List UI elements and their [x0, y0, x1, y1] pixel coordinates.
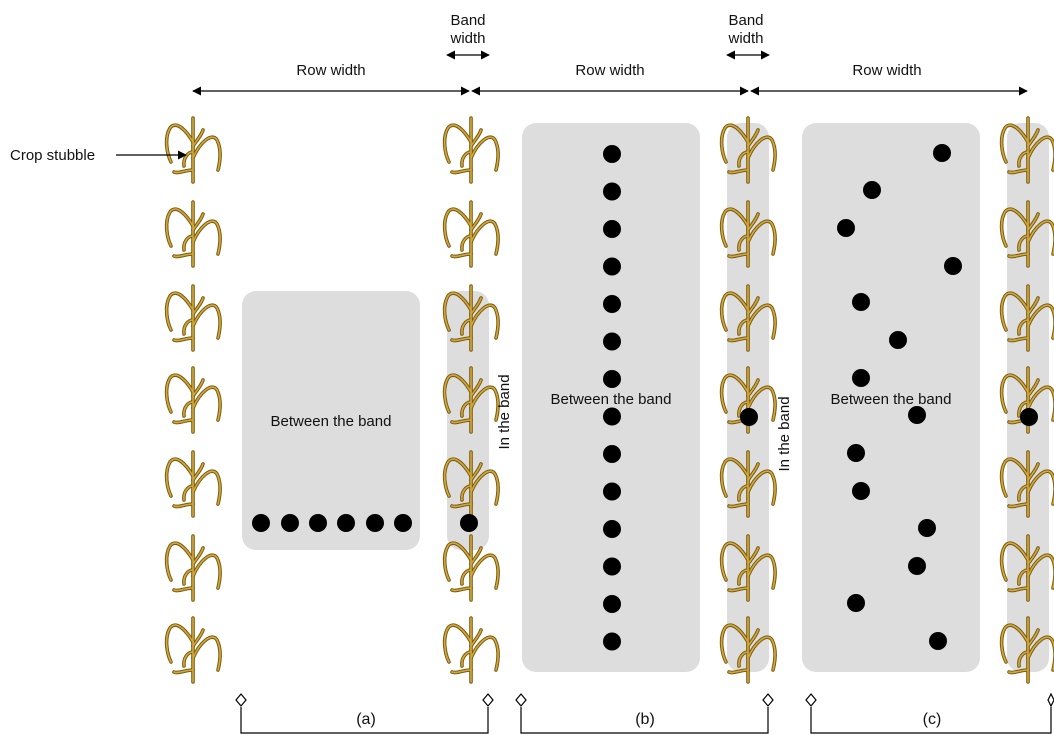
sample-point-b	[603, 295, 621, 313]
sample-point-b	[603, 182, 621, 201]
sample-point-a-band	[460, 514, 478, 532]
bracket-b	[520, 707, 769, 734]
dimension-arrows	[192, 50, 1028, 96]
sample-point-c	[852, 293, 870, 311]
sample-point-c	[889, 331, 907, 349]
bracket-diamond-c2	[1047, 692, 1054, 708]
sample-point-c	[847, 444, 865, 462]
sample-point-b	[603, 520, 621, 538]
bracket-c	[810, 707, 1052, 734]
row-width-label-a: Row width	[296, 62, 365, 79]
in-band-label-a: In the band	[496, 374, 513, 449]
sample-point-c	[837, 219, 855, 237]
sample-point-c	[929, 632, 947, 650]
panel-brackets	[235, 692, 1054, 734]
sample-point-b	[603, 332, 621, 351]
sample-point-a	[337, 514, 355, 532]
crop-stubble-plant-icon	[442, 116, 500, 184]
crop-stubble-plant-icon	[164, 284, 222, 352]
sample-point-c	[863, 181, 881, 199]
sample-point-b	[603, 557, 621, 576]
sample-point-b	[603, 632, 621, 651]
sample-point-c-band	[1020, 408, 1038, 426]
between-band-label-c: Between the band	[831, 391, 952, 408]
sample-point-a	[394, 514, 412, 532]
sample-point-b	[603, 145, 621, 163]
crop-stubble-plant-icon	[164, 616, 222, 684]
crop-stubble-plant-icon	[164, 116, 222, 184]
bracket-diamond-a1	[235, 693, 247, 707]
sample-point-a	[366, 514, 384, 532]
sample-point-c	[847, 594, 865, 612]
panel-label-b: (b)	[635, 711, 655, 728]
crop-stubble-plant-icon	[442, 616, 500, 684]
sample-point-c	[908, 557, 926, 575]
in-band-label-b: In the band	[776, 396, 793, 471]
sample-point-c	[944, 257, 962, 275]
sample-point-c	[918, 519, 936, 537]
sample-point-a	[309, 514, 327, 532]
row-width-label-b: Row width	[575, 62, 644, 79]
bracket-diamond-a2	[482, 693, 494, 707]
sample-point-b	[603, 482, 621, 501]
sample-point-c	[852, 369, 870, 387]
sample-point-b-band	[740, 408, 758, 426]
between-band-region-b	[522, 123, 700, 672]
between-band-region-a	[242, 291, 420, 550]
band-width-label-1-line1: Band	[450, 12, 485, 29]
bracket-diamond-b2	[762, 693, 774, 707]
bracket-a	[240, 707, 489, 734]
sample-point-c	[852, 482, 870, 500]
crop-stubble-plant-icon	[164, 450, 222, 518]
sample-point-b	[603, 445, 621, 463]
sample-point-b	[603, 257, 621, 276]
crop-stubble-plant-icon	[164, 366, 222, 434]
band-width-label-2-line2: width	[727, 30, 763, 47]
crop-stubble-plant-icon	[164, 534, 222, 602]
between-band-label-a: Between the band	[271, 413, 392, 430]
between-band-label-b: Between the band	[551, 391, 672, 408]
sample-point-b	[603, 407, 621, 426]
band-width-label-1-line2: width	[449, 30, 485, 47]
sample-point-b	[603, 595, 621, 613]
sample-point-c	[933, 144, 951, 162]
sample-point-a	[252, 514, 270, 532]
sample-point-a	[281, 514, 299, 532]
sample-point-b	[603, 370, 621, 388]
row-width-label-c: Row width	[852, 62, 921, 79]
between-band-region-c	[802, 123, 980, 672]
bracket-diamond-c1	[805, 693, 817, 707]
panel-label-c: (c)	[923, 711, 942, 728]
sample-point-c	[908, 406, 926, 424]
crop-stubble-label: Crop stubble	[10, 147, 95, 164]
band-width-label-2-line1: Band	[728, 12, 763, 29]
crop-stubble-plant-icon	[164, 200, 222, 268]
sample-point-b	[603, 220, 621, 238]
crop-stubble-plant-icon	[442, 200, 500, 268]
bracket-diamond-b1	[515, 693, 527, 707]
sample-points	[252, 144, 1038, 651]
panel-label-a: (a)	[356, 711, 376, 728]
